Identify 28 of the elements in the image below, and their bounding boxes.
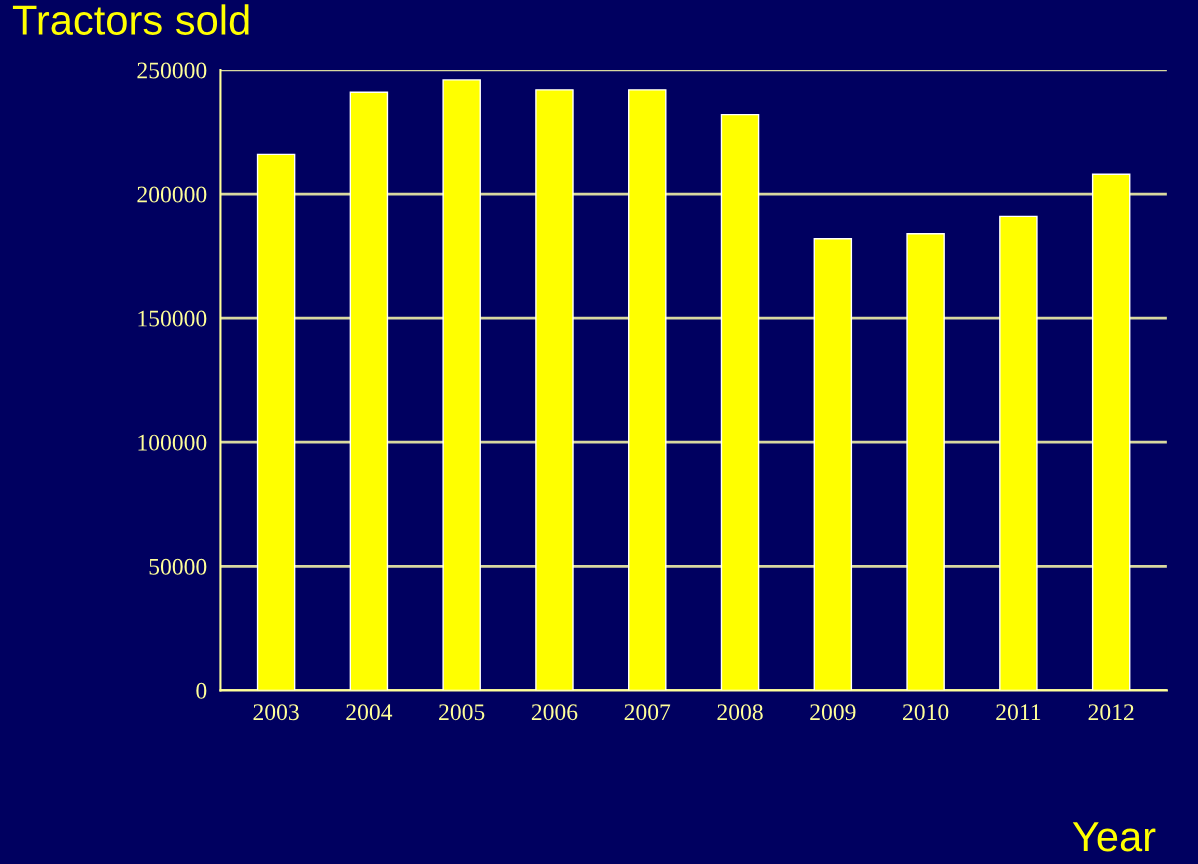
y-tick-label: 250000 [137,62,207,79]
x-tick-label: 2005 [439,704,485,721]
bar [349,91,389,691]
y-tick-label: 200000 [137,186,207,203]
y-tick-label: 50000 [149,558,207,575]
bar [720,113,760,691]
x-tick-label: 2009 [810,704,856,721]
x-tick-label: 2004 [346,704,393,721]
bar [906,233,945,691]
bar [1091,173,1131,691]
x-tick-label: 2010 [903,704,949,721]
bar [627,89,667,691]
y-tick-label: 150000 [138,310,207,327]
x-tick-label: 2012 [1088,704,1134,721]
bar [442,79,481,691]
x-tick-label: 2007 [624,704,671,721]
chart-title: Tractors sold [12,4,249,35]
x-tick-label: 2008 [717,704,763,721]
x-tick-label: 2011 [996,704,1041,721]
y-tick-label: 100000 [138,434,207,451]
x-tick-label: 2003 [253,704,299,721]
y-tick-label: 0 [196,682,207,699]
bar [813,238,853,691]
bar [535,89,574,691]
x-tick-label: 2006 [531,704,578,721]
bar [256,153,296,691]
x-axis-title: Year [1072,822,1156,852]
bar [999,215,1038,691]
